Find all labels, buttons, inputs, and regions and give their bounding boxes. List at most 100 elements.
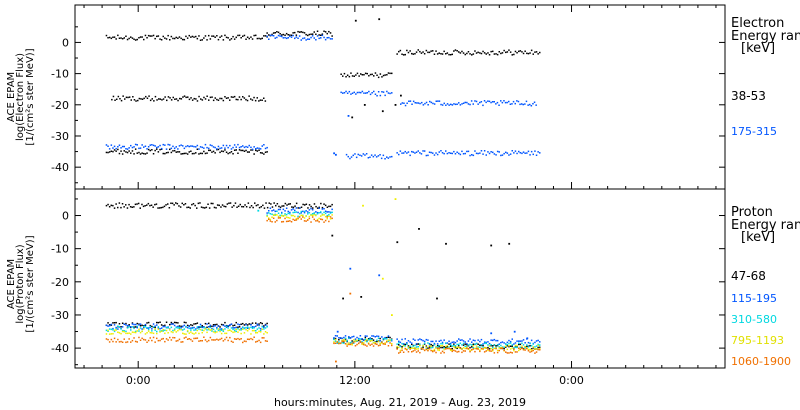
electron-series-38-53-point	[151, 35, 153, 37]
proton-series-795-1193-point	[212, 331, 215, 333]
electron-series-175-315-point	[496, 101, 499, 104]
electron-series-175-315-point	[495, 154, 497, 156]
electron-series-175-315-point	[178, 145, 181, 147]
proton-series-1060-1900-point	[423, 349, 426, 352]
proton-series-115-195-point	[128, 325, 130, 327]
proton-series-115-195-point	[292, 208, 294, 210]
electron-series-38-53-point	[170, 35, 173, 38]
proton-series-1060-1900-point	[526, 347, 528, 350]
proton-series-47-68-point	[144, 205, 146, 207]
proton-series-795-1193-point	[401, 347, 403, 350]
electron-series-175-315-point	[284, 36, 286, 39]
proton-series-310-580-point	[196, 326, 199, 328]
proton-series-115-195-point	[160, 327, 163, 329]
proton-series-47-68-point	[425, 345, 428, 347]
proton-series-1060-1900-point	[334, 342, 337, 344]
electron-series-175-315-point	[391, 155, 393, 158]
electron-series-175-315-point	[185, 145, 187, 148]
proton-series-115-195-point	[250, 324, 252, 326]
electron-series-38-53-point	[427, 51, 429, 54]
electron-series-38-53-point	[323, 30, 325, 32]
proton-series-47-68-point	[440, 346, 442, 349]
electron-series-175-315-point	[516, 100, 518, 102]
proton-series-47-68-point	[121, 322, 124, 324]
electron-series-175-315-point	[462, 153, 465, 155]
electron-series-38-53-point	[526, 52, 528, 55]
electron-series-175-315-point	[152, 144, 155, 147]
electron-series-175-315-point	[485, 101, 487, 104]
proton-series-115-195-point	[366, 335, 368, 337]
electron-series-175-315-point	[467, 103, 470, 105]
proton-series-310-580-point	[199, 325, 202, 328]
electron-series-175-315-point	[206, 146, 208, 149]
proton-series-47-68-point	[186, 206, 188, 209]
electron-series-38-53-point	[310, 33, 312, 35]
proton-series-310-580-point	[289, 213, 291, 215]
proton-series-115-195-point	[290, 209, 293, 211]
electron-series-175-315-point	[462, 102, 465, 104]
electron-series-38-53-point	[480, 52, 483, 55]
proton-series-47-68-point	[246, 324, 249, 326]
electron-series-175-315-point	[238, 146, 241, 149]
electron-series-38-53-point	[153, 100, 155, 102]
proton-series-115-195-point	[348, 336, 350, 338]
proton-series-115-195-point	[149, 326, 151, 329]
proton-series-1060-1900-point	[324, 219, 327, 222]
electron-series-38-53-point	[469, 53, 471, 55]
proton-series-115-195-point	[526, 337, 529, 340]
electron-series-175-315-point	[454, 103, 457, 106]
proton-series-1060-1900-point	[479, 350, 481, 353]
electron-series-38-53-point	[353, 75, 355, 77]
electron-series-38-53-point	[209, 149, 212, 152]
electron-series-38-53-point	[154, 37, 156, 40]
proton-series-1060-1900-point	[201, 340, 203, 342]
proton-series-1060-1900-point	[167, 339, 169, 341]
proton-series-1060-1900-point	[417, 350, 419, 352]
proton-series-795-1193-point	[272, 214, 275, 216]
proton-series-795-1193-point	[147, 330, 150, 332]
electron-series-38-53-point	[356, 72, 359, 75]
electron-series-175-315-point	[441, 152, 444, 154]
electron-series-175-315-point	[105, 144, 108, 146]
proton-series-47-68-point	[422, 346, 424, 348]
electron-series-175-315-point	[469, 154, 471, 157]
proton-series-47-68-point	[204, 322, 207, 325]
proton-series-47-68-point	[417, 343, 419, 345]
electron-series-38-53-point	[114, 99, 116, 101]
electron-series-175-315-point	[298, 35, 301, 37]
electron-series-38-53-point	[461, 50, 463, 53]
proton-series-795-1193-point	[250, 333, 252, 335]
electron-series-38-53-point	[191, 152, 194, 155]
proton-series-310-580-point	[369, 338, 371, 340]
electron-series-38-53-point	[243, 34, 246, 37]
proton-series-310-580-point	[387, 340, 390, 343]
electron-series-175-315-point	[379, 154, 381, 156]
proton-series-795-1193-point	[516, 344, 518, 347]
electron-series-175-315-point	[123, 145, 125, 148]
proton-series-310-580-point	[409, 345, 411, 347]
proton-series-47-68-point	[411, 343, 413, 346]
electron-series-38-53-point	[216, 98, 218, 101]
electron-series-175-315-point	[430, 151, 432, 154]
proton-series-1060-1900-point	[462, 350, 465, 352]
proton-series-1060-1900-point	[178, 338, 181, 341]
proton-legend-310-580: 310-580	[731, 313, 777, 326]
proton-series-115-195-point	[467, 340, 470, 342]
proton-series-115-195-point	[212, 325, 215, 328]
proton-series-795-1193-point	[396, 345, 398, 348]
proton-series-795-1193-point	[346, 343, 348, 345]
electron-series-38-53-point	[378, 18, 381, 21]
electron-series-175-315-point	[259, 148, 262, 150]
electron-series-175-315-point	[414, 152, 416, 154]
electron-series-38-53-point	[149, 99, 152, 102]
proton-series-47-68-point	[232, 324, 234, 327]
proton-series-310-580-point	[359, 338, 362, 340]
proton-series-310-580-point	[472, 347, 475, 349]
electron-series-175-315-point	[488, 100, 491, 103]
proton-series-795-1193-point	[112, 333, 114, 335]
electron-series-175-315-point	[354, 153, 356, 155]
proton-series-115-195-point	[412, 338, 415, 340]
electron-series-175-315-point	[384, 158, 386, 160]
electron-series-175-315-point	[459, 153, 462, 156]
proton-series-310-580-point	[432, 346, 434, 349]
